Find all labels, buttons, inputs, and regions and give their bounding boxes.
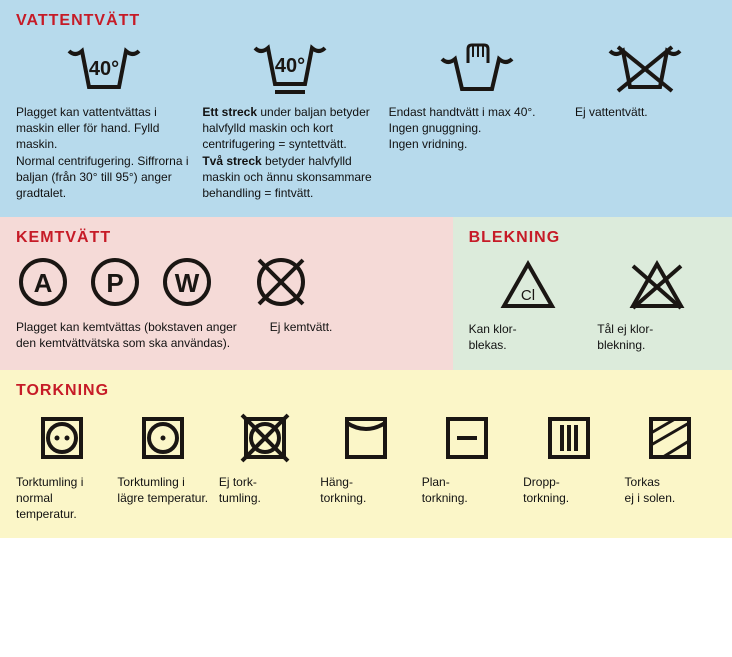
bleach-cl-icon: Cl [469, 255, 588, 315]
dryclean-caption-row: Plagget kan kemtvättas (bokstaven anger … [16, 319, 437, 351]
tumble-normal-icon [16, 408, 107, 468]
handwash-icon [389, 38, 565, 98]
svg-text:Cl: Cl [521, 287, 535, 304]
wash-item-3: Ej vattentvätt. [575, 38, 716, 201]
svg-text:A: A [34, 268, 53, 298]
wash-heading: VATTENTVÄTT [16, 12, 716, 30]
tumble-item-3: Häng-torkning. [320, 408, 411, 523]
tumble-heading: TORKNING [16, 382, 716, 400]
svg-text:W: W [175, 268, 200, 298]
tumble-item-2: Ej tork-tumling. [219, 408, 310, 523]
bleach-row: Cl Kan klor-blekas. Tål ej klor-blekning… [469, 255, 716, 353]
tumble-item-4: Plan-torkning. [422, 408, 513, 523]
dryclean-p-icon: P [88, 255, 142, 309]
dryclean-section: KEMTVÄTT A P W Plagget kan kemtvättas (b… [0, 217, 453, 369]
wash-basin-40-underline-icon: 40° [202, 38, 378, 98]
shade-dry-icon [625, 408, 716, 468]
dryclean-caption-1: Plagget kan kemtvättas (bokstaven anger … [16, 319, 250, 351]
svg-text:P: P [106, 268, 123, 298]
flat-dry-icon [422, 408, 513, 468]
tumble-section: TORKNING Torktumling i normal temperatur… [0, 370, 732, 539]
tumble-low-icon [117, 408, 208, 468]
wash-row: 40° Plagget kan vattentvättas i maskin e… [16, 38, 716, 201]
tumble-caption-5: Dropp-torkning. [523, 474, 614, 506]
tumble-item-5: Dropp-torkning. [523, 408, 614, 523]
dryclean-letters: A P W [16, 255, 214, 309]
wash-caption-3: Ej vattentvätt. [575, 104, 716, 120]
drip-dry-icon [523, 408, 614, 468]
bleach-heading: BLEKNING [469, 229, 716, 247]
wash-caption-0: Plagget kan vattentvättas i maskin eller… [16, 104, 192, 201]
dryclean-caption-2: Ej kemtvätt. [260, 319, 437, 351]
tumble-caption-0: Torktumling i normal temperatur. [16, 474, 107, 523]
tumble-item-0: Torktumling i normal temperatur. [16, 408, 107, 523]
wash-basin-40-icon: 40° [16, 38, 192, 98]
wash-item-0: 40° Plagget kan vattentvättas i maskin e… [16, 38, 192, 201]
no-bleach-icon [597, 255, 716, 315]
svg-text:40°: 40° [89, 58, 119, 80]
mid-row: KEMTVÄTT A P W Plagget kan kemtvättas (b… [0, 217, 732, 369]
dryclean-a-icon: A [16, 255, 70, 309]
no-wash-icon [575, 38, 716, 98]
bleach-item-1: Tål ej klor-blekning. [597, 255, 716, 353]
wash-caption-1: Ett streck under baljan betyder halvfyll… [202, 104, 378, 201]
bleach-caption-0: Kan klor-blekas. [469, 321, 588, 353]
no-dryclean-wrap [254, 255, 308, 309]
tumble-caption-3: Häng-torkning. [320, 474, 411, 506]
wash-caption-2: Endast handtvätt i max 40°.Ingen gnuggni… [389, 104, 565, 153]
tumble-caption-2: Ej tork-tumling. [219, 474, 310, 506]
svg-text:40°: 40° [275, 55, 305, 77]
wash-item-1: 40° Ett streck under baljan betyder halv… [202, 38, 378, 201]
bleach-section: BLEKNING Cl Kan klor-blekas. Tål ej klor… [453, 217, 732, 369]
tumble-caption-1: Torktumling i lägre temperatur. [117, 474, 208, 506]
hang-dry-icon [320, 408, 411, 468]
tumble-row: Torktumling i normal temperatur. Torktum… [16, 408, 716, 523]
tumble-caption-4: Plan-torkning. [422, 474, 513, 506]
bleach-item-0: Cl Kan klor-blekas. [469, 255, 588, 353]
tumble-item-6: Torkasej i solen. [625, 408, 716, 523]
wash-section: VATTENTVÄTT 40° Plagget kan vattentvätta… [0, 0, 732, 217]
tumble-item-1: Torktumling i lägre temperatur. [117, 408, 208, 523]
dryclean-row: A P W [16, 255, 437, 309]
tumble-caption-6: Torkasej i solen. [625, 474, 716, 506]
no-tumble-icon [219, 408, 310, 468]
bleach-caption-1: Tål ej klor-blekning. [597, 321, 716, 353]
dryclean-heading: KEMTVÄTT [16, 229, 437, 247]
no-dryclean-icon [254, 255, 308, 309]
dryclean-w-icon: W [160, 255, 214, 309]
wash-item-2: Endast handtvätt i max 40°.Ingen gnuggni… [389, 38, 565, 201]
